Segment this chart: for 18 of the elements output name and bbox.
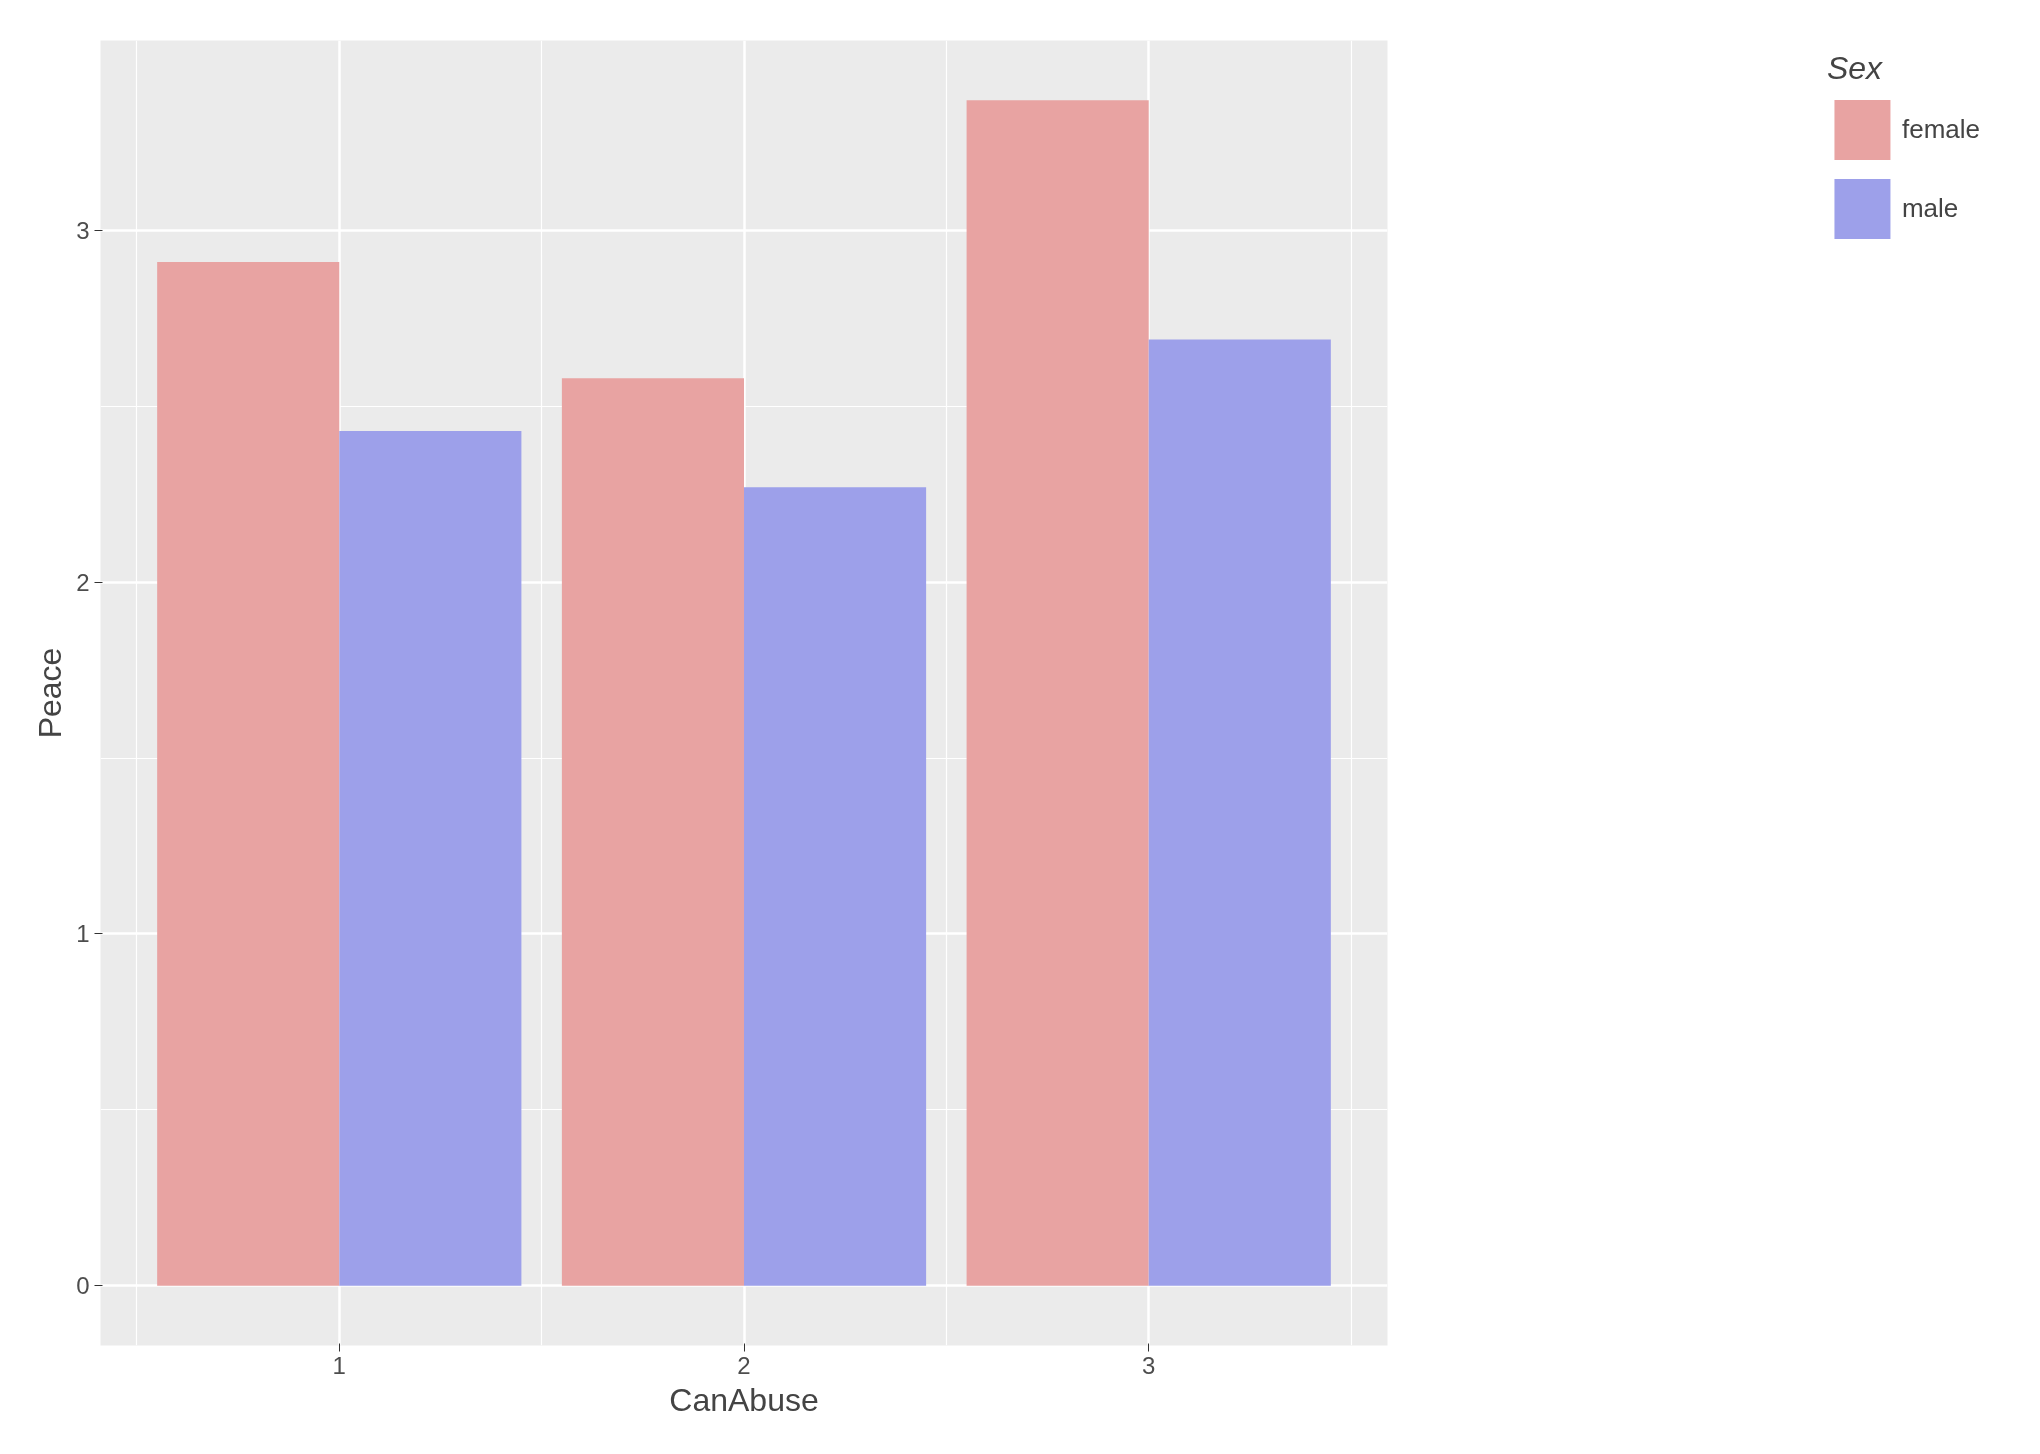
y-tick-label: 3 [76,216,90,244]
legend-label: female [1901,114,1980,145]
bar [561,378,744,1286]
legend-title: Sex [1826,50,1884,87]
bar [1148,339,1331,1286]
x-tick-label: 3 [1142,1351,1156,1379]
bar [966,100,1149,1286]
bar [157,262,340,1286]
x-tick-label: 1 [332,1351,346,1379]
y-tick-label: 2 [76,568,90,596]
x-axis-title: CanAbuse [669,1381,819,1418]
x-tick-label: 2 [737,1351,751,1379]
bar [339,430,522,1286]
y-tick-label: 0 [76,1272,90,1300]
y-axis-title: Peace [32,647,69,739]
y-tick-label: 1 [76,920,90,948]
bar [744,487,927,1286]
legend-label: male [1901,193,1959,224]
